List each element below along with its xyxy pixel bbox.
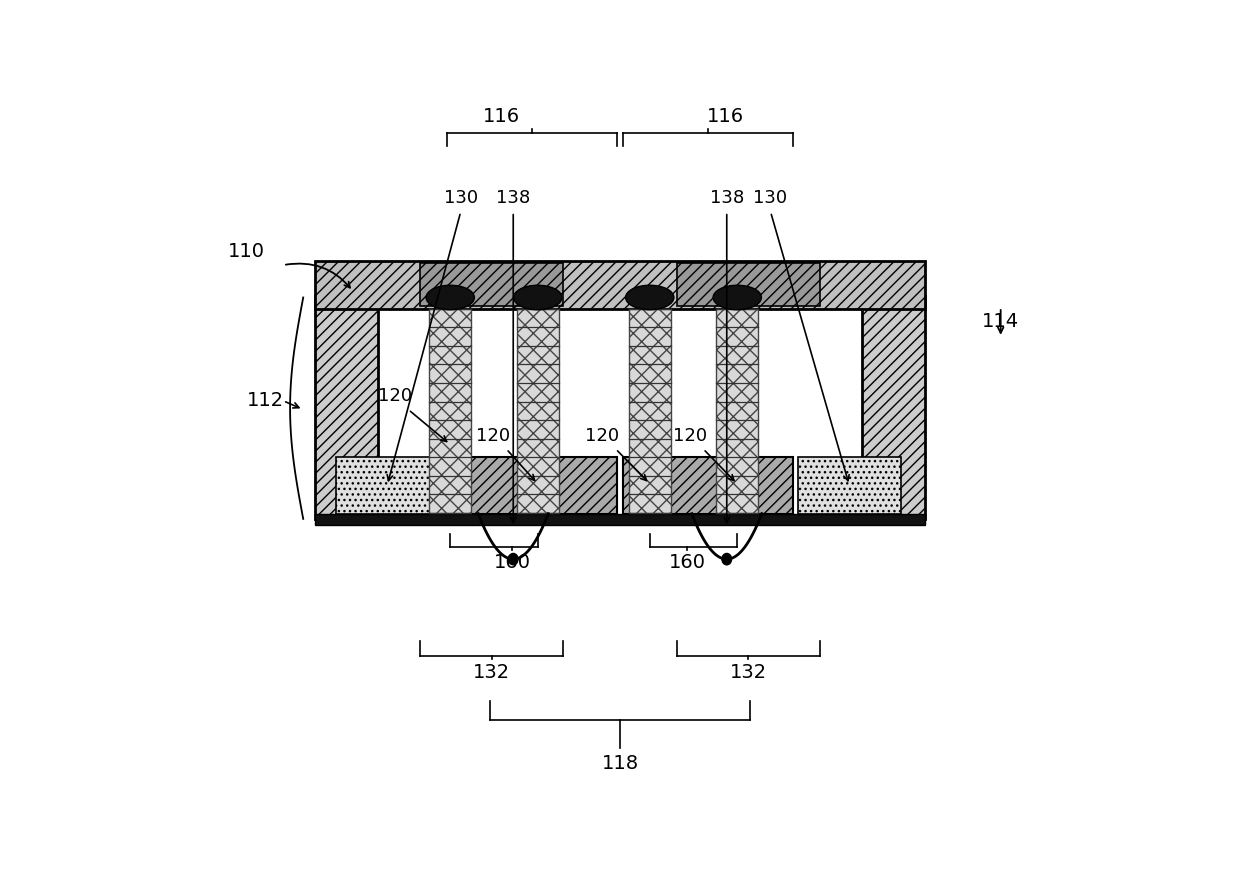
Text: 116: 116	[484, 107, 521, 126]
Text: 160: 160	[668, 553, 706, 573]
Bar	[717, 308, 759, 513]
Ellipse shape	[508, 554, 518, 565]
Text: 132: 132	[730, 662, 768, 682]
Ellipse shape	[427, 285, 475, 309]
Text: 116: 116	[707, 107, 744, 126]
Ellipse shape	[626, 285, 673, 309]
Bar	[446, 457, 618, 514]
Text: 114: 114	[982, 313, 1019, 332]
Text: 120: 120	[673, 427, 707, 444]
Bar	[797, 457, 901, 514]
Bar	[429, 308, 471, 513]
Text: 120: 120	[476, 427, 510, 444]
Bar	[315, 260, 925, 308]
Text: 130: 130	[444, 188, 477, 207]
Bar	[517, 308, 559, 513]
Text: 120: 120	[585, 427, 620, 444]
Bar	[420, 263, 563, 306]
Bar	[315, 296, 378, 519]
Bar	[622, 457, 794, 514]
Text: 110: 110	[228, 243, 265, 261]
Text: 118: 118	[601, 755, 639, 773]
Text: 120: 120	[378, 388, 412, 405]
Text: 130: 130	[754, 188, 787, 207]
Ellipse shape	[722, 554, 732, 565]
Bar	[677, 263, 820, 306]
Text: 138: 138	[496, 188, 531, 207]
Bar	[629, 308, 671, 513]
Text: 132: 132	[472, 662, 510, 682]
Bar	[862, 296, 925, 519]
Ellipse shape	[513, 285, 562, 309]
Text: 112: 112	[247, 391, 284, 410]
Bar	[315, 514, 925, 525]
Ellipse shape	[713, 285, 761, 309]
Bar	[336, 457, 439, 514]
Text: 160: 160	[494, 553, 531, 573]
Text: 138: 138	[709, 188, 744, 207]
